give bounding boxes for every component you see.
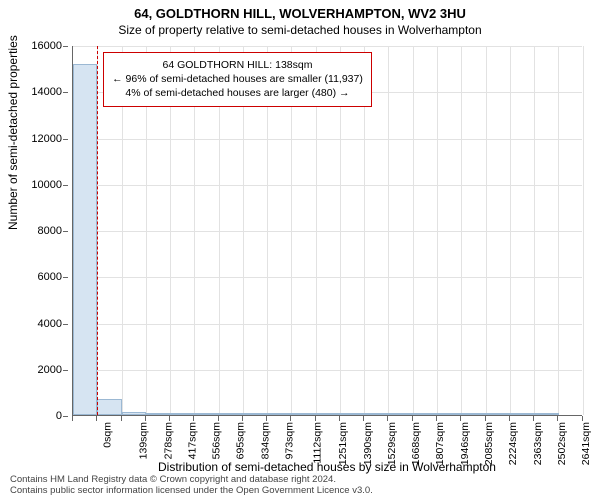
histogram-bar — [534, 413, 558, 415]
x-tick-label: 973sqm — [283, 422, 295, 459]
y-tick-label: 4000 — [38, 318, 62, 330]
histogram-bar — [316, 413, 340, 415]
callout-line-1: 64 GOLDTHORN HILL: 138sqm — [112, 58, 363, 72]
marker-callout: 64 GOLDTHORN HILL: 138sqm ← 96% of semi-… — [103, 52, 372, 107]
x-tick-label: 417sqm — [186, 422, 198, 459]
marker-line — [97, 46, 99, 415]
x-tick-label: 556sqm — [210, 422, 222, 459]
histogram-bar — [462, 413, 486, 415]
x-tick-label: 2085sqm — [483, 422, 495, 465]
histogram-bar — [146, 413, 170, 415]
y-tick-label: 12000 — [31, 133, 62, 145]
x-tick-label: 695sqm — [235, 422, 247, 459]
histogram-bar — [73, 64, 97, 416]
x-tick-label: 1529sqm — [386, 422, 398, 465]
histogram-bar — [170, 413, 194, 415]
x-tick-label: 1112sqm — [312, 422, 324, 464]
histogram-bar — [364, 413, 388, 415]
x-tick-label: 2224sqm — [508, 422, 520, 465]
x-tick-label: 1946sqm — [459, 422, 471, 465]
y-tick-label: 2000 — [38, 364, 62, 376]
histogram-bar — [195, 413, 219, 415]
x-tick-label: 2641sqm — [580, 422, 592, 465]
x-tick-label: 2363sqm — [532, 422, 544, 465]
histogram-bar — [292, 413, 316, 415]
histogram-bar — [413, 413, 437, 415]
x-tick-label: 0sqm — [102, 422, 114, 448]
x-tick-label: 1807sqm — [435, 422, 447, 465]
histogram-bar — [486, 413, 510, 415]
y-tick-label: 6000 — [38, 271, 62, 283]
histogram-bar — [267, 413, 291, 415]
y-tick-label: 10000 — [31, 179, 62, 191]
histogram-bar — [219, 413, 243, 415]
y-axis-ticks: 0200040006000800010000120001400016000 — [0, 46, 68, 416]
callout-line-2: ← 96% of semi-detached houses are smalle… — [112, 72, 363, 86]
footer-attribution: Contains HM Land Registry data © Crown c… — [10, 475, 373, 497]
histogram-bar — [122, 412, 146, 415]
y-tick-label: 8000 — [38, 225, 62, 237]
histogram-bar — [510, 413, 534, 415]
callout-line-3: 4% of semi-detached houses are larger (4… — [112, 86, 363, 100]
x-tick-label: 139sqm — [138, 422, 150, 459]
histogram-bar — [340, 413, 364, 415]
footer-line-2: Contains public sector information licen… — [10, 486, 373, 497]
histogram-bar — [437, 413, 461, 415]
chart-container: 64, GOLDTHORN HILL, WOLVERHAMPTON, WV2 3… — [0, 0, 600, 500]
chart-title: 64, GOLDTHORN HILL, WOLVERHAMPTON, WV2 3… — [0, 0, 600, 21]
x-tick-label: 278sqm — [162, 422, 174, 459]
histogram-bar — [97, 399, 121, 415]
x-axis-ticks: 0sqm 139sqm 278sqm 417sqm 556sqm 695sqm 834sqm… — [72, 416, 582, 466]
x-tick-label: 1251sqm — [338, 422, 350, 465]
histogram-bar — [389, 413, 413, 415]
x-tick-label: 1390sqm — [362, 422, 374, 465]
histogram-bar — [243, 413, 267, 415]
y-tick-label: 0 — [56, 410, 62, 422]
x-tick-label: 1668sqm — [410, 422, 422, 465]
x-tick-label: 834sqm — [259, 422, 271, 459]
y-tick-label: 16000 — [31, 40, 62, 52]
y-tick-label: 14000 — [31, 86, 62, 98]
chart-subtitle: Size of property relative to semi-detach… — [0, 21, 600, 39]
plot-area: 64 GOLDTHORN HILL: 138sqm ← 96% of semi-… — [72, 46, 582, 416]
x-tick-label: 2502sqm — [556, 422, 568, 465]
x-axis-label: Distribution of semi-detached houses by … — [72, 460, 582, 474]
